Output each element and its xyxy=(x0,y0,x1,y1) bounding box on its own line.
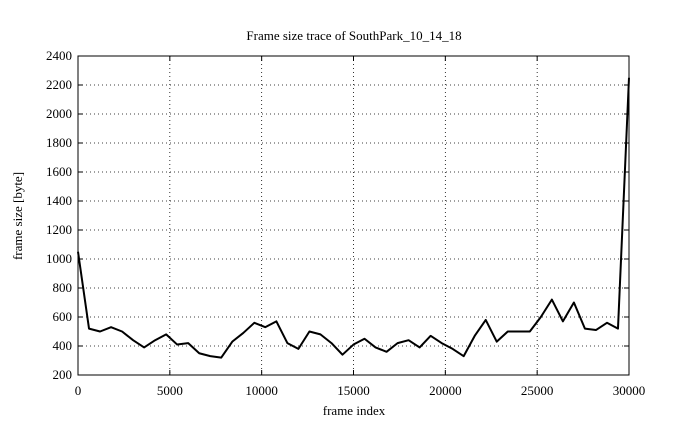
y-tick-label: 1800 xyxy=(46,135,72,150)
y-tick-label: 600 xyxy=(53,309,73,324)
y-axis-label: frame size [byte] xyxy=(10,172,25,260)
chart-title: Frame size trace of SouthPark_10_14_18 xyxy=(246,28,461,43)
x-tick-label: 0 xyxy=(75,383,82,398)
y-tick-label: 800 xyxy=(53,280,73,295)
plot-frame xyxy=(77,55,630,376)
x-tick-label: 25000 xyxy=(521,383,554,398)
y-tick-label: 2400 xyxy=(46,48,72,63)
y-tick-label: 1000 xyxy=(46,251,72,266)
y-tick-label: 1200 xyxy=(46,222,72,237)
y-tick-label: 1600 xyxy=(46,164,72,179)
x-tick-label: 15000 xyxy=(337,383,370,398)
y-tick-label: 1400 xyxy=(46,193,72,208)
y-tick-label: 400 xyxy=(53,338,73,353)
x-axis-label: frame index xyxy=(323,403,386,418)
y-tick-label: 2200 xyxy=(46,77,72,92)
y-tick-label: 2000 xyxy=(46,106,72,121)
x-tick-label: 10000 xyxy=(245,383,278,398)
x-tick-label: 20000 xyxy=(429,383,462,398)
x-tick-label: 5000 xyxy=(157,383,183,398)
x-tick-label: 30000 xyxy=(613,383,646,398)
data-line xyxy=(77,77,630,359)
y-tick-label: 200 xyxy=(53,367,73,382)
